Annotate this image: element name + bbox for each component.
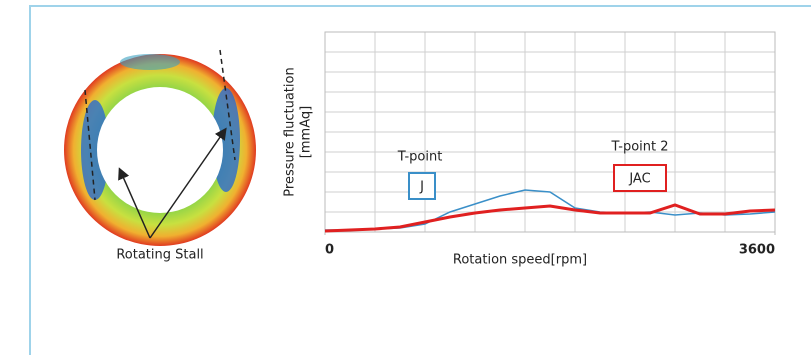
figure: Rotating Stall 0 3600 Rotation speed[rpm] P…	[0, 0, 811, 355]
ring-image	[64, 50, 256, 246]
legend-label: T-point 2	[611, 140, 669, 155]
y-axis-label: Pressure fluctuation	[283, 67, 298, 196]
legend-label: T-point	[397, 150, 443, 165]
series-line	[325, 205, 775, 231]
legend-tag: J	[419, 180, 424, 195]
chart: 0 3600 Rotation speed[rpm] Pressure fluctua…	[283, 32, 776, 268]
y-axis-label: [mmAq]	[299, 106, 314, 158]
x-tick-label: 0	[325, 243, 334, 258]
series-line	[325, 190, 775, 230]
x-tick-label: 3600	[739, 243, 775, 258]
x-axis-label: Rotation speed[rpm]	[453, 253, 587, 268]
ring-label: Rotating Stall	[116, 248, 203, 263]
legend-tag: JAC	[628, 172, 650, 187]
